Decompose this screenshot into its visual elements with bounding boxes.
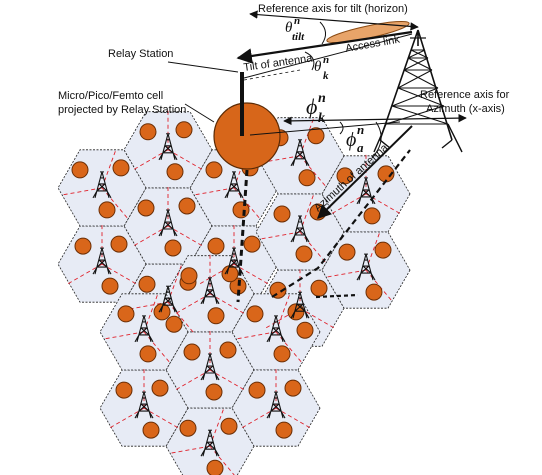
svg-text:n: n: [357, 122, 364, 137]
svg-text:n: n: [294, 15, 300, 27]
tilt-k-angle-arc: [304, 51, 315, 71]
user-equipment: [296, 321, 314, 339]
user-equipment: [175, 121, 193, 139]
relay-link-dashed: [236, 169, 249, 303]
svg-text:tilt: tilt: [292, 31, 305, 43]
azimuth-antenna-arrow: [316, 125, 413, 219]
svg-text:a: a: [357, 140, 364, 155]
ref-tilt-label: Reference axis for tilt (horizon): [258, 3, 408, 15]
relay-cell: [213, 72, 281, 170]
user-equipment: [246, 305, 264, 323]
user-equipment: [164, 239, 182, 257]
svg-text:n: n: [318, 91, 326, 106]
user-equipment: [178, 197, 196, 215]
relay-label-pointer: [167, 61, 239, 73]
user-equipment: [248, 381, 266, 399]
user-equipment: [284, 379, 302, 397]
access-link-dashed: [271, 149, 411, 298]
user-equipment: [153, 303, 171, 321]
user-equipment: [221, 265, 239, 283]
user-equipment: [206, 459, 224, 475]
ref-azimuth-label-line1: Reference axis for: [420, 89, 510, 101]
svg-text:ϕ: ϕ: [346, 129, 356, 151]
user-equipment: [219, 341, 237, 359]
phi-a-symbol: ϕ n a: [346, 122, 364, 155]
user-equipment: [142, 421, 160, 439]
user-equipment: [165, 315, 183, 333]
user-equipment: [273, 345, 291, 363]
user-equipment: [117, 305, 135, 323]
tilt-angle-arc: [319, 21, 326, 45]
svg-text:k: k: [318, 111, 325, 126]
tilt-antenna-arrow: [236, 30, 413, 64]
user-equipment: [74, 237, 92, 255]
user-equipment: [295, 245, 313, 263]
cell-label-line1: Micro/Pico/Femto cell: [58, 90, 163, 102]
user-equipment: [139, 123, 157, 141]
user-equipment: [336, 167, 354, 185]
user-equipment: [363, 207, 381, 225]
user-equipment: [374, 241, 392, 259]
user-equipment: [98, 201, 116, 219]
user-equipment: [151, 379, 169, 397]
user-equipment: [101, 277, 119, 295]
user-equipment: [183, 343, 201, 361]
user-equipment: [180, 267, 198, 285]
user-equipment: [220, 417, 238, 435]
user-equipment: [307, 127, 325, 145]
user-equipment: [207, 237, 225, 255]
azimuth-k-arc: [339, 121, 344, 135]
user-equipment: [138, 275, 156, 293]
user-equipment: [273, 205, 291, 223]
user-equipment: [137, 199, 155, 217]
user-equipment: [205, 383, 223, 401]
azimuth-reference-axis: [283, 113, 467, 126]
user-equipment: [110, 235, 128, 253]
azimuth-a-arc: [371, 121, 382, 159]
relay-horizontal-line: [249, 121, 401, 136]
access-link-line: [243, 33, 413, 79]
user-equipment: [139, 345, 157, 363]
phi-k-symbol: ϕ n k: [306, 91, 326, 126]
user-equipment: [71, 161, 89, 179]
user-equipment: [166, 163, 184, 181]
user-equipment: [243, 235, 261, 253]
user-equipment: [112, 159, 130, 177]
ref-azimuth-label-line2: Azimuth (x-axis): [426, 103, 505, 115]
backhaul-link-dashed: [315, 293, 359, 299]
tilt-reference-axis: [249, 10, 419, 31]
user-equipment: [207, 307, 225, 325]
user-equipment: [205, 161, 223, 179]
user-equipment: [275, 421, 293, 439]
cell-label-line2: projected by Relay Station: [58, 104, 186, 116]
user-equipment: [232, 201, 250, 219]
user-equipment: [179, 419, 197, 437]
user-equipment: [338, 243, 356, 261]
theta-tilt-symbol: θ n tilt: [285, 15, 305, 43]
svg-text:ϕ: ϕ: [306, 94, 317, 119]
svg-text:θ: θ: [285, 20, 293, 36]
theta-k-symbol: θ n k: [314, 54, 329, 82]
relay-station-label: Relay Station: [108, 48, 173, 60]
user-equipment: [298, 169, 316, 187]
user-equipment: [310, 279, 328, 297]
user-equipment: [269, 281, 287, 299]
svg-text:k: k: [323, 70, 329, 82]
svg-text:n: n: [323, 54, 329, 66]
svg-text:θ: θ: [314, 59, 322, 75]
user-equipment: [115, 381, 133, 399]
user-equipment: [365, 283, 383, 301]
cell-label-pointer: [184, 103, 215, 123]
